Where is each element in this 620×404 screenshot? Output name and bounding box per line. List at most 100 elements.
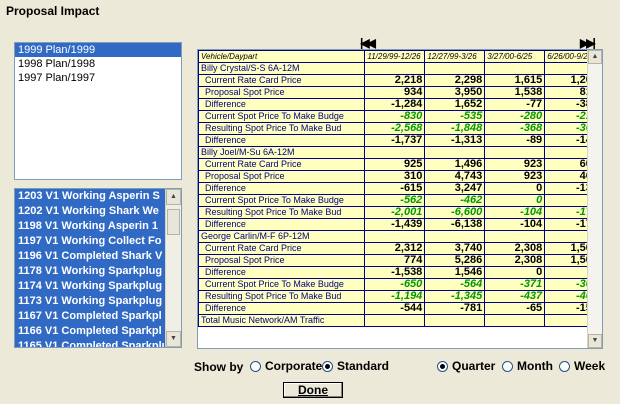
empty-cell	[364, 230, 426, 243]
value-cell: 0	[484, 194, 546, 207]
proposal-list-scrollbar[interactable]: ▲ ▼	[165, 189, 181, 347]
row-label: Current Spot Price To Make Budge	[198, 194, 366, 207]
corporate-radio[interactable]: Corporate	[250, 359, 322, 373]
table-row: Resulting Spot Price To Make Bud -1,194 -1…	[198, 290, 601, 303]
value-cell: 1,652	[424, 98, 486, 111]
radio-icon[interactable]	[502, 360, 513, 372]
value-cell: -170	[544, 206, 601, 219]
row-label: Proposal Spot Price	[198, 254, 366, 267]
scroll-up-icon[interactable]: ▲	[166, 189, 181, 205]
value-cell: -562	[364, 194, 426, 207]
month-label: Month	[517, 359, 553, 373]
radio-icon[interactable]	[437, 360, 448, 372]
table-row: Difference-544-781-65-158	[198, 302, 601, 315]
proposal-item[interactable]: 1174 V1 Working Sparkplug	[15, 279, 165, 294]
table-row: Resulting Spot Price To Make Bud -2,568 -1…	[198, 122, 601, 135]
table-row: Current Spot Price To Make Budge -830 -535…	[198, 110, 601, 123]
proposal-item[interactable]: 1197 V1 Working Collect Fo	[15, 234, 165, 249]
value-cell: -544	[364, 302, 426, 315]
value-cell: 923	[484, 170, 546, 183]
value-cell: -1,538	[364, 266, 426, 279]
table-row: Current Rate Card Price 2,218 2,298 1,615 1,…	[198, 74, 601, 87]
value-cell: -309	[544, 278, 601, 291]
quarter-radio[interactable]: Quarter	[437, 359, 495, 373]
standard-label: Standard	[337, 359, 390, 373]
proposal-item[interactable]: 1203 V1 Working Asperin S	[15, 189, 165, 204]
value-cell: -371	[484, 278, 546, 291]
standard-radio[interactable]: Standard	[322, 359, 389, 373]
value-cell: 923	[484, 158, 546, 171]
proposal-item[interactable]: 1173 V1 Working Sparkplug	[15, 294, 165, 309]
value-cell: -6,138	[424, 218, 486, 231]
proposal-item[interactable]: 1202 V1 Working Shark We	[15, 204, 165, 219]
month-radio[interactable]: Month	[502, 359, 553, 373]
value-cell: 934	[364, 86, 426, 99]
scroll-down-icon[interactable]: ▼	[166, 331, 181, 347]
row-label: Difference	[198, 182, 366, 195]
proposal-item[interactable]: 1196 V1 Completed Shark V	[15, 249, 165, 264]
plan-item[interactable]: 1997 Plan/1997	[18, 72, 96, 84]
value-cell: -280	[484, 110, 546, 123]
row-label: Difference	[198, 218, 366, 231]
value-cell: 0	[484, 266, 546, 279]
value-cell: 1,615	[484, 74, 546, 87]
proposal-item[interactable]: 1167 V1 Completed Sparkpl	[15, 309, 165, 324]
row-label: Current Rate Card Price	[198, 158, 366, 171]
proposal-item[interactable]: 1198 V1 Working Asperin 1	[15, 219, 165, 234]
value-cell: -1,284	[364, 98, 426, 111]
plan-item[interactable]: 1999 Plan/1999	[15, 43, 181, 57]
scroll-thumb[interactable]	[167, 209, 180, 235]
radio-icon[interactable]	[322, 360, 333, 372]
table-row: Current Spot Price To Make Budge -650 -564…	[198, 278, 601, 291]
row-label: Resulting Spot Price To Make Bud	[198, 122, 366, 135]
value-cell: -437	[484, 290, 546, 303]
done-label: Done	[298, 383, 328, 397]
value-cell: -1,737	[364, 134, 426, 147]
row-label: Resulting Spot Price To Make Bud	[198, 206, 366, 219]
week-radio[interactable]: Week	[559, 359, 605, 373]
group-row: Billy Joel/M-Su 6A-12M	[198, 146, 601, 159]
scroll-down-icon[interactable]: ▼	[588, 334, 602, 348]
row-label: Current Rate Card Price	[198, 74, 366, 87]
empty-cell	[424, 62, 486, 75]
value-cell: 1,200	[544, 74, 601, 87]
proposal-item[interactable]: 1166 V1 Completed Sparkpl	[15, 324, 165, 339]
quarter-label: Quarter	[452, 359, 496, 373]
table-row: Resulting Spot Price To Make Bud -2,001 -6…	[198, 206, 601, 219]
value-cell: -131	[544, 182, 601, 195]
done-button[interactable]: Done	[283, 382, 343, 398]
table-row: Proposal Spot Price 774 5,286 2,308 1,500	[198, 254, 601, 267]
empty-cell	[364, 314, 426, 327]
plan-list[interactable]: 1999 Plan/1999 1998 Plan/1998 1997 Plan/…	[14, 42, 182, 180]
row-label: Current Rate Card Price	[198, 242, 366, 255]
scroll-up-icon[interactable]: ▲	[588, 50, 602, 64]
proposal-item[interactable]: 1165 V1 Completed Sparkplu	[15, 339, 165, 347]
empty-cell	[424, 230, 486, 243]
value-cell: 2,308	[484, 254, 546, 267]
value-cell: -1,194	[364, 290, 426, 303]
value-cell: -535	[424, 110, 486, 123]
last-period-icon[interactable]: ▶▶|	[580, 36, 596, 50]
value-cell: 774	[364, 254, 426, 267]
value-cell: -170	[544, 218, 601, 231]
first-period-icon[interactable]: |◀◀	[360, 36, 376, 50]
table-row: Current Spot Price To Make Budge -562 -462…	[198, 194, 601, 207]
value-cell: 3,247	[424, 182, 486, 195]
value-cell: 3,950	[424, 86, 486, 99]
value-cell: 310	[364, 170, 426, 183]
radio-icon[interactable]	[250, 360, 261, 372]
radio-icon[interactable]	[559, 360, 570, 372]
impact-grid: Vehicle/Daypart 11/29/99-12/26 12/27/99-3/…	[197, 49, 603, 349]
row-label: Current Spot Price To Make Budge	[198, 110, 366, 123]
proposal-item[interactable]: 1178 V1 Working Sparkplug	[15, 264, 165, 279]
plan-item[interactable]: 1998 Plan/1998	[18, 58, 96, 70]
grid-scrollbar[interactable]: ▲ ▼	[587, 50, 602, 348]
value-cell: -77	[484, 98, 546, 111]
proposal-list[interactable]: 1203 V1 Working Asperin S 1202 V1 Working…	[14, 188, 182, 348]
group-row: Total Music Network/AM Traffic	[198, 314, 601, 327]
value-cell: 0	[484, 182, 546, 195]
row-label: Resulting Spot Price To Make Bud	[198, 290, 366, 303]
value-cell: -615	[364, 182, 426, 195]
row-label: Difference	[198, 134, 366, 147]
